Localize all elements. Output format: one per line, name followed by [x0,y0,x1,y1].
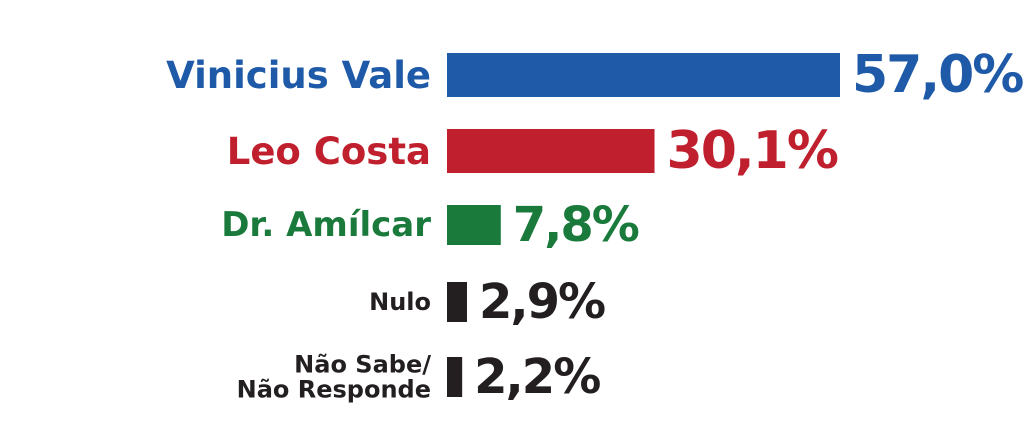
bar-2 [447,129,655,173]
value-label-2: 30,1% [667,121,838,181]
bar-5 [447,357,463,397]
bar-1 [447,53,840,97]
category-label-line: Dr. Amílcar [221,205,431,245]
category-label-3: Dr. Amílcar [221,205,431,245]
bar-4 [447,282,467,322]
value-label-3: 7,8% [513,197,639,253]
bar-3 [447,205,501,245]
value-label-4: 2,9% [479,274,605,330]
category-label-line: Leo Costa [227,130,431,173]
category-label-line: Vinicius Vale [166,54,431,97]
category-label-4: Nulo [369,288,431,316]
category-label-1: Vinicius Vale [166,54,431,97]
category-label-5: Não Sabe/Não Responde [237,350,432,403]
category-label-2: Leo Costa [227,130,431,173]
category-label-line: Nulo [369,288,431,316]
value-label-5: 2,2% [474,349,600,405]
category-label-line: Não Sabe/ [294,350,431,378]
category-label-line: Não Responde [237,376,431,404]
value-label-1: 57,0% [852,45,1023,105]
